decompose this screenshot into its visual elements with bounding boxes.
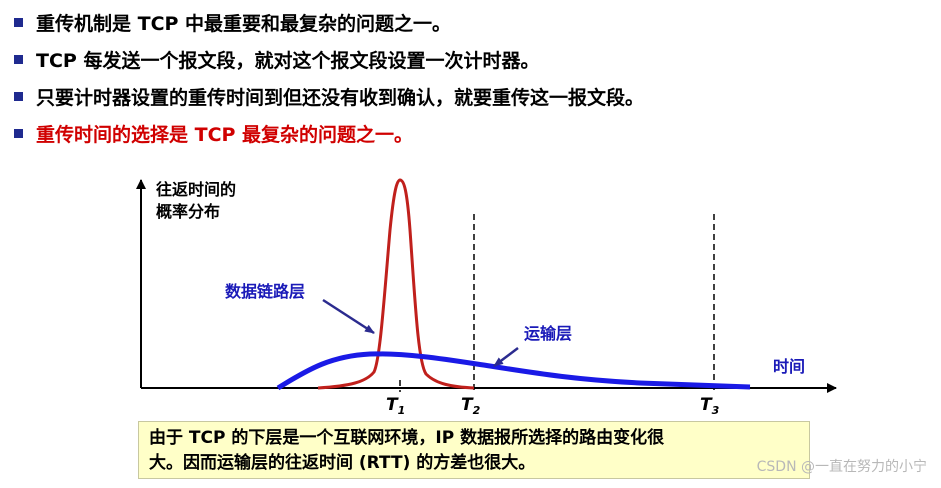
t2-label: T2 — [461, 395, 481, 417]
y-axis-label-line2: 概率分布 — [156, 202, 220, 221]
transport-label: 运输层 — [524, 324, 572, 343]
bullet-text: 只要计时器设置的重传时间到但还没有收到确认，就要重传这一报文段。 — [36, 87, 645, 109]
transport-pointer-arrow — [493, 347, 519, 367]
bullet-text: 重传时间的选择是 TCP 最复杂的问题之一。 — [36, 124, 414, 146]
bullet-item: 只要计时器设置的重传时间到但还没有收到确认，就要重传这一报文段。 — [10, 78, 644, 115]
transport-curve — [276, 351, 751, 391]
note-box: 由于 TCP 的下层是一个互联网环境，IP 数据报所选择的路由变化很 大。因而运… — [138, 421, 810, 479]
bullet-item: TCP 每发送一个报文段，就对这个报文段设置一次计时器。 — [10, 41, 644, 78]
bullet-item: 重传机制是 TCP 中最重要和最复杂的问题之一。 — [10, 4, 644, 41]
bullet-list: 重传机制是 TCP 中最重要和最复杂的问题之一。 TCP 每发送一个报文段，就对… — [10, 4, 644, 152]
data-link-curve — [317, 178, 475, 390]
data-link-pointer-arrow — [322, 298, 375, 335]
note-line: 由于 TCP 的下层是一个互联网环境，IP 数据报所选择的路由变化很 — [149, 428, 665, 448]
square-bullet-icon — [14, 55, 23, 64]
x-axis-label: 时间 — [773, 357, 805, 376]
square-bullet-icon — [14, 92, 23, 101]
square-bullet-icon — [14, 18, 23, 27]
y-axis-label-line1: 往返时间的 — [156, 180, 236, 199]
note-line: 大。因而运输层的往返时间 (RTT) 的方差也很大。 — [149, 453, 536, 473]
t3-label: T3 — [700, 395, 720, 417]
bullet-item-highlight: 重传时间的选择是 TCP 最复杂的问题之一。 — [10, 115, 644, 152]
square-bullet-icon — [14, 129, 23, 138]
bullet-text: TCP 每发送一个报文段，就对这个报文段设置一次计时器。 — [36, 50, 540, 72]
watermark: CSDN @一直在努力的小宁 — [756, 459, 927, 475]
bullet-text: 重传机制是 TCP 中最重要和最复杂的问题之一。 — [36, 13, 452, 35]
data-link-label: 数据链路层 — [225, 282, 305, 301]
t1-label: T1 — [386, 395, 405, 417]
